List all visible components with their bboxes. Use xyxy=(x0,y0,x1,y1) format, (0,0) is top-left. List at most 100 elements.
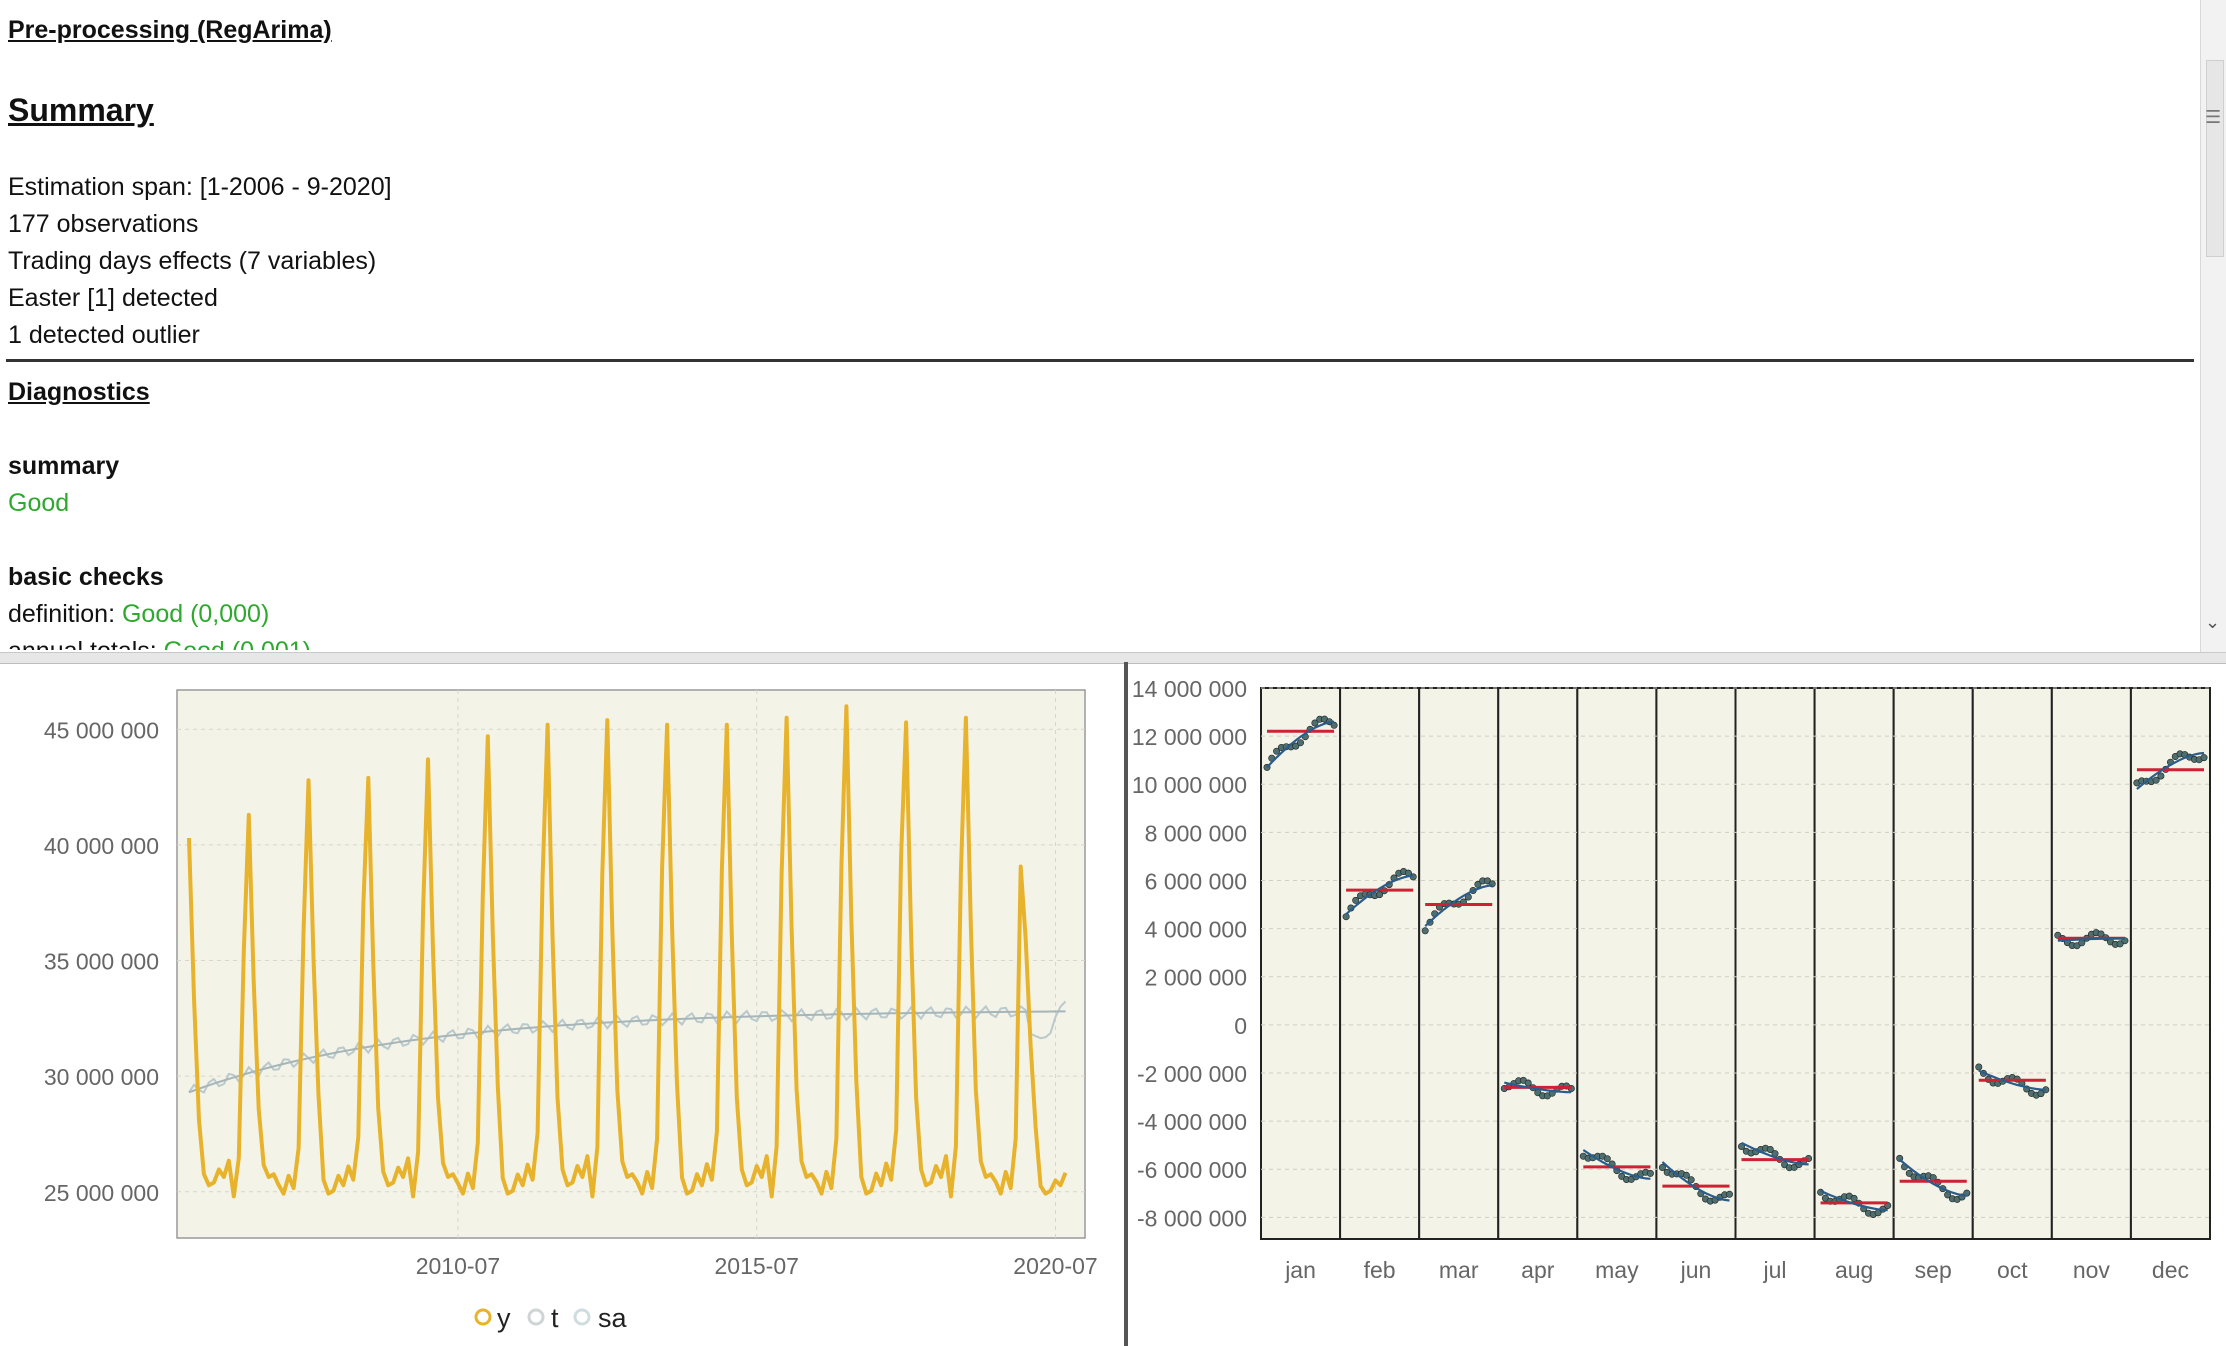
seasonal-point xyxy=(1352,896,1360,904)
legend-marker-t xyxy=(527,1308,545,1326)
seasonal-point xyxy=(2200,754,2208,762)
chart-legend[interactable]: y t sa xyxy=(474,1303,628,1333)
section-divider xyxy=(6,359,2194,362)
y-tick-label: 35 000 000 xyxy=(44,949,159,975)
y-tick-label: -6 000 000 xyxy=(1137,1157,1247,1183)
seasonal-point xyxy=(1297,739,1305,747)
period-factor-line-jul xyxy=(1741,1141,1809,1166)
report-scrollbar[interactable]: ☰ ⌄ xyxy=(2200,0,2226,652)
preprocessing-heading: Pre-processing (RegArima) xyxy=(8,16,332,44)
period-factor-line-may xyxy=(1582,1149,1651,1180)
y-tick-label: 30 000 000 xyxy=(44,1064,159,1090)
period-panel-sep xyxy=(1892,687,1974,1240)
summary-line-estimation-span: Estimation span: [1-2006 - 9-2020] xyxy=(8,173,392,201)
seasonal-factors-chart: -8 000 000 -6 000 000 -4 000 000 -2 000 000… xyxy=(1132,676,2212,1283)
seasonal-point xyxy=(2116,940,2124,948)
vertical-splitter[interactable] xyxy=(1124,662,1128,1346)
seasonal-point xyxy=(1975,1063,1983,1071)
y-tick-label: -4 000 000 xyxy=(1137,1109,1247,1135)
annual-totals-value: Good (0,001) xyxy=(164,637,311,650)
seasonal-point xyxy=(1311,719,1319,727)
grip-icon: ☰ xyxy=(2205,107,2222,127)
x-tick-label: sep xyxy=(1915,1257,1952,1283)
legend-marker-y xyxy=(474,1308,492,1326)
legend-label-t: t xyxy=(551,1303,559,1333)
x-tick-label: apr xyxy=(1521,1257,1555,1283)
x-tick-label: 2010-07 xyxy=(416,1253,500,1279)
seasonal-point xyxy=(1342,913,1350,921)
period-panel-nov xyxy=(2050,687,2132,1240)
period-factor-line-nov xyxy=(2057,937,2125,942)
x-tick-label: oct xyxy=(1997,1257,2028,1283)
definition-value: Good (0,000) xyxy=(121,600,270,628)
x-tick-label: jul xyxy=(1763,1257,1787,1283)
seasonal-point xyxy=(1646,1169,1654,1177)
period-factor-line-jun xyxy=(1661,1161,1730,1202)
plot-area xyxy=(176,689,1086,1239)
y-tick-label: 25 000 000 xyxy=(44,1180,159,1206)
y-tick-label: -2 000 000 xyxy=(1137,1061,1247,1087)
seasonal-point xyxy=(1524,1079,1532,1087)
seasonal-point xyxy=(2157,772,2165,780)
summary-line-trading-days: Trading days effects (7 variables) xyxy=(8,247,377,275)
period-factor-line-feb xyxy=(1345,874,1414,916)
series-line-t xyxy=(188,1010,1066,1094)
summary-heading: Summary xyxy=(8,92,154,128)
seasonal-point xyxy=(1687,1176,1695,1184)
seasonal-point xyxy=(1292,742,1300,750)
seasonal-point xyxy=(1682,1171,1690,1179)
y-tick-label: 4 000 000 xyxy=(1145,917,1247,943)
y-tick-label: 2 000 000 xyxy=(1145,965,1247,991)
period-factor-line-jan xyxy=(1266,720,1335,769)
y-tick-label: 0 xyxy=(1234,1013,1247,1039)
period-panel-mar xyxy=(1418,687,1500,1240)
seasonal-point xyxy=(1474,880,1482,888)
seasonal-point xyxy=(1821,1194,1829,1202)
period-panel-may xyxy=(1576,687,1658,1240)
y-tick-label: 8 000 000 xyxy=(1145,820,1247,846)
summary-line-observations: 177 observations xyxy=(8,210,199,238)
legend-label-y: y xyxy=(497,1303,511,1333)
period-factor-line-sep xyxy=(1898,1158,1967,1197)
summary-line-outliers: 1 detected outlier xyxy=(8,321,200,349)
x-tick-label: aug xyxy=(1835,1257,1873,1283)
y-tick-label: -8 000 000 xyxy=(1137,1205,1247,1231)
x-tick-label: jan xyxy=(1284,1257,1316,1283)
period-factor-line-dec xyxy=(2136,751,2205,790)
report-panel: Pre-processing (RegArima) Summary Estima… xyxy=(0,0,2200,650)
diagnostics-summary-value: Good xyxy=(8,489,70,517)
period-panel-aug xyxy=(1813,687,1895,1240)
y-tick-label: 12 000 000 xyxy=(1132,724,1247,750)
annual-totals-label: annual totals: xyxy=(8,637,164,650)
horizontal-splitter[interactable] xyxy=(0,652,2226,664)
scrollbar-thumb[interactable] xyxy=(2206,60,2224,257)
period-panel-feb xyxy=(1339,687,1421,1240)
seasonal-point xyxy=(1725,1190,1733,1198)
x-tick-label: dec xyxy=(2152,1257,2189,1283)
period-factor-line-mar xyxy=(1424,884,1493,927)
y-tick-label: 6 000 000 xyxy=(1145,868,1247,894)
series-line-sa xyxy=(188,1000,1067,1094)
x-tick-label: 2020-07 xyxy=(1013,1253,1097,1279)
period-panel-oct xyxy=(1971,687,2053,1240)
seasonal-point xyxy=(1603,1155,1611,1163)
period-factor-line-aug xyxy=(1820,1189,1888,1212)
y-tick-label: 40 000 000 xyxy=(44,833,159,859)
period-factor-line-oct xyxy=(1978,1069,2046,1091)
definition-check: definition: Good (0,000) xyxy=(8,596,269,633)
seasonal-point xyxy=(1658,1163,1666,1171)
legend-label-sa: sa xyxy=(598,1303,628,1333)
seasonal-point xyxy=(1273,747,1281,755)
x-tick-label: nov xyxy=(2073,1257,2111,1283)
x-tick-label: feb xyxy=(1364,1257,1396,1283)
legend-marker-sa xyxy=(573,1308,591,1326)
summary-line-easter: Easter [1] detected xyxy=(8,284,218,312)
x-tick-label: mar xyxy=(1439,1257,1479,1283)
period-panel-jan xyxy=(1260,687,1342,1240)
chevron-down-icon[interactable]: ⌄ xyxy=(2205,612,2221,632)
basic-checks-label: basic checks xyxy=(8,563,164,591)
definition-label: definition: xyxy=(8,600,122,628)
diagnostics-heading: Diagnostics xyxy=(8,378,150,406)
diagnostics-summary-label: summary xyxy=(8,452,120,480)
seasonal-point xyxy=(1766,1145,1774,1153)
